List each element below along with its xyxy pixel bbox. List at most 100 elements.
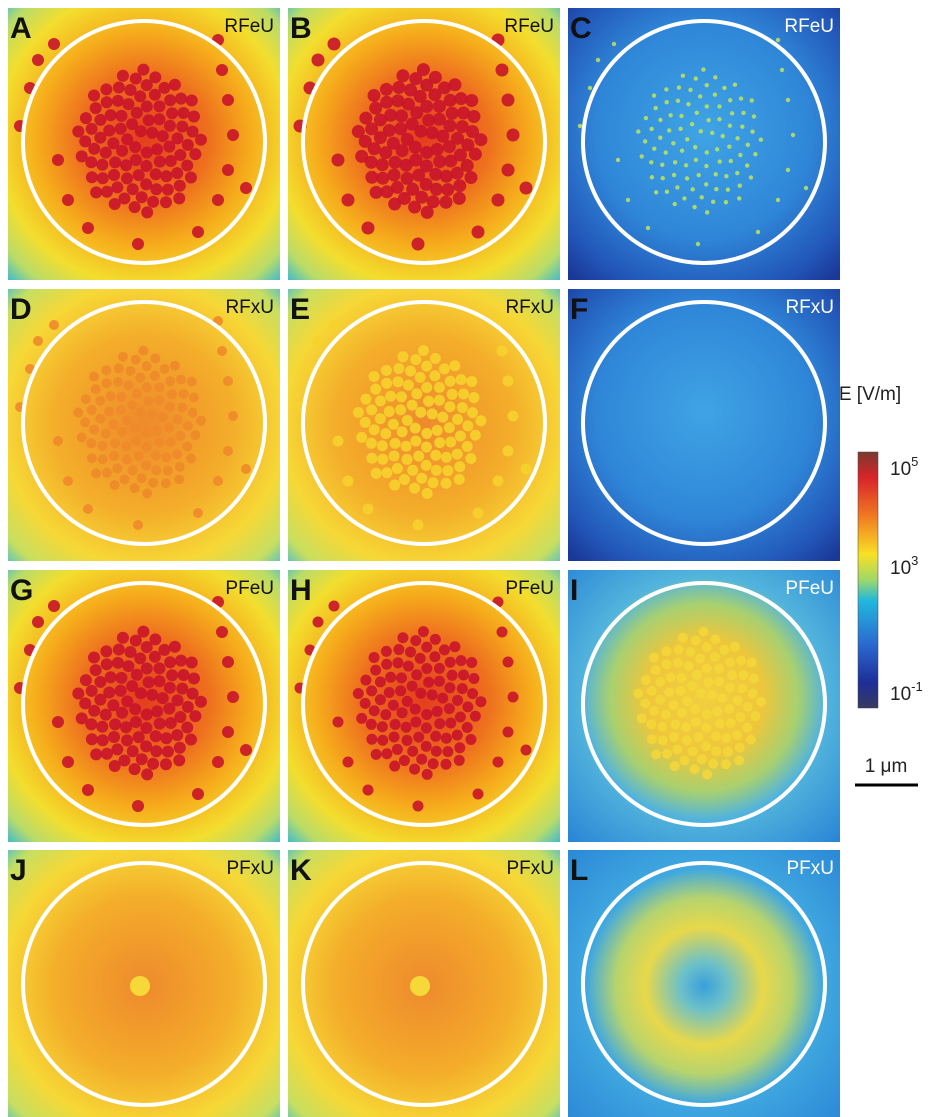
dot <box>381 748 392 759</box>
dot <box>393 644 404 655</box>
dot <box>719 645 729 655</box>
dot <box>375 395 386 406</box>
dot <box>137 473 147 483</box>
dot <box>441 452 452 463</box>
dot <box>100 709 112 721</box>
dot <box>437 412 448 423</box>
dot <box>472 226 485 239</box>
scale-bar-label: 1 μm <box>865 756 908 777</box>
tick-exponent: 3 <box>911 553 918 568</box>
dot <box>88 652 100 664</box>
dot <box>756 697 766 707</box>
dot <box>166 437 176 447</box>
dot <box>404 83 417 96</box>
dot <box>700 195 704 199</box>
dot <box>389 761 400 772</box>
dot <box>114 364 124 374</box>
dot <box>165 376 175 386</box>
dot <box>130 423 140 433</box>
dot <box>729 159 733 163</box>
dot <box>107 699 119 711</box>
dot <box>96 159 108 171</box>
dot <box>701 67 705 71</box>
dot <box>377 454 388 465</box>
dot <box>174 149 186 161</box>
dot <box>158 82 170 94</box>
dot <box>439 196 452 209</box>
dot <box>52 716 64 728</box>
dot <box>457 402 468 413</box>
dot <box>429 651 440 662</box>
dot <box>381 378 392 389</box>
dot <box>724 174 728 178</box>
dot <box>439 363 450 374</box>
dot <box>678 633 688 643</box>
panel-label: RFeU <box>504 16 554 37</box>
dot <box>646 719 656 729</box>
dot <box>134 451 144 461</box>
dot <box>728 124 732 128</box>
dot <box>452 449 463 460</box>
dot <box>332 154 345 167</box>
dot <box>429 370 440 381</box>
dot <box>375 413 386 424</box>
dot <box>86 438 96 448</box>
panel-letter: E <box>290 293 310 326</box>
dot <box>377 721 388 732</box>
dot <box>432 425 443 436</box>
dot <box>691 717 701 727</box>
dot <box>172 694 184 706</box>
dot <box>108 731 120 743</box>
dot <box>441 733 452 744</box>
dot <box>94 132 106 144</box>
dot <box>142 428 152 438</box>
panel-letter: B <box>290 12 312 45</box>
dot <box>690 704 700 714</box>
dot <box>150 730 162 742</box>
dot <box>122 660 134 672</box>
dot <box>166 107 178 119</box>
dot <box>673 658 683 668</box>
dot <box>343 757 354 768</box>
dot <box>149 71 161 83</box>
tick-exponent: -1 <box>911 679 923 694</box>
dot <box>640 698 650 708</box>
dot <box>179 389 189 399</box>
dot <box>415 653 426 664</box>
dot <box>401 722 412 733</box>
dot <box>105 109 117 121</box>
dot <box>79 697 91 709</box>
dot <box>212 756 224 768</box>
dot <box>671 141 675 145</box>
dot <box>402 735 413 746</box>
dot <box>175 431 185 441</box>
dot <box>217 346 227 356</box>
dot <box>448 78 461 91</box>
dot <box>705 210 709 214</box>
dot <box>122 454 132 464</box>
dot <box>430 183 443 196</box>
dot <box>196 416 206 426</box>
dot <box>430 731 441 742</box>
dot <box>413 732 424 743</box>
dot <box>653 106 657 110</box>
dot <box>121 133 133 145</box>
dot <box>452 414 463 425</box>
dot <box>366 404 377 415</box>
dot <box>162 184 174 196</box>
dot <box>177 403 187 413</box>
dot <box>465 94 478 107</box>
dot <box>722 86 726 90</box>
dot <box>143 676 155 688</box>
dot <box>131 669 143 681</box>
dot <box>104 406 114 416</box>
dot <box>646 226 650 230</box>
dot <box>496 64 509 77</box>
dot <box>366 734 377 745</box>
dot <box>362 222 375 235</box>
panel-background <box>288 289 560 561</box>
dot <box>223 376 233 386</box>
panel-background <box>568 570 840 842</box>
dot <box>447 389 458 400</box>
dot <box>650 175 654 179</box>
